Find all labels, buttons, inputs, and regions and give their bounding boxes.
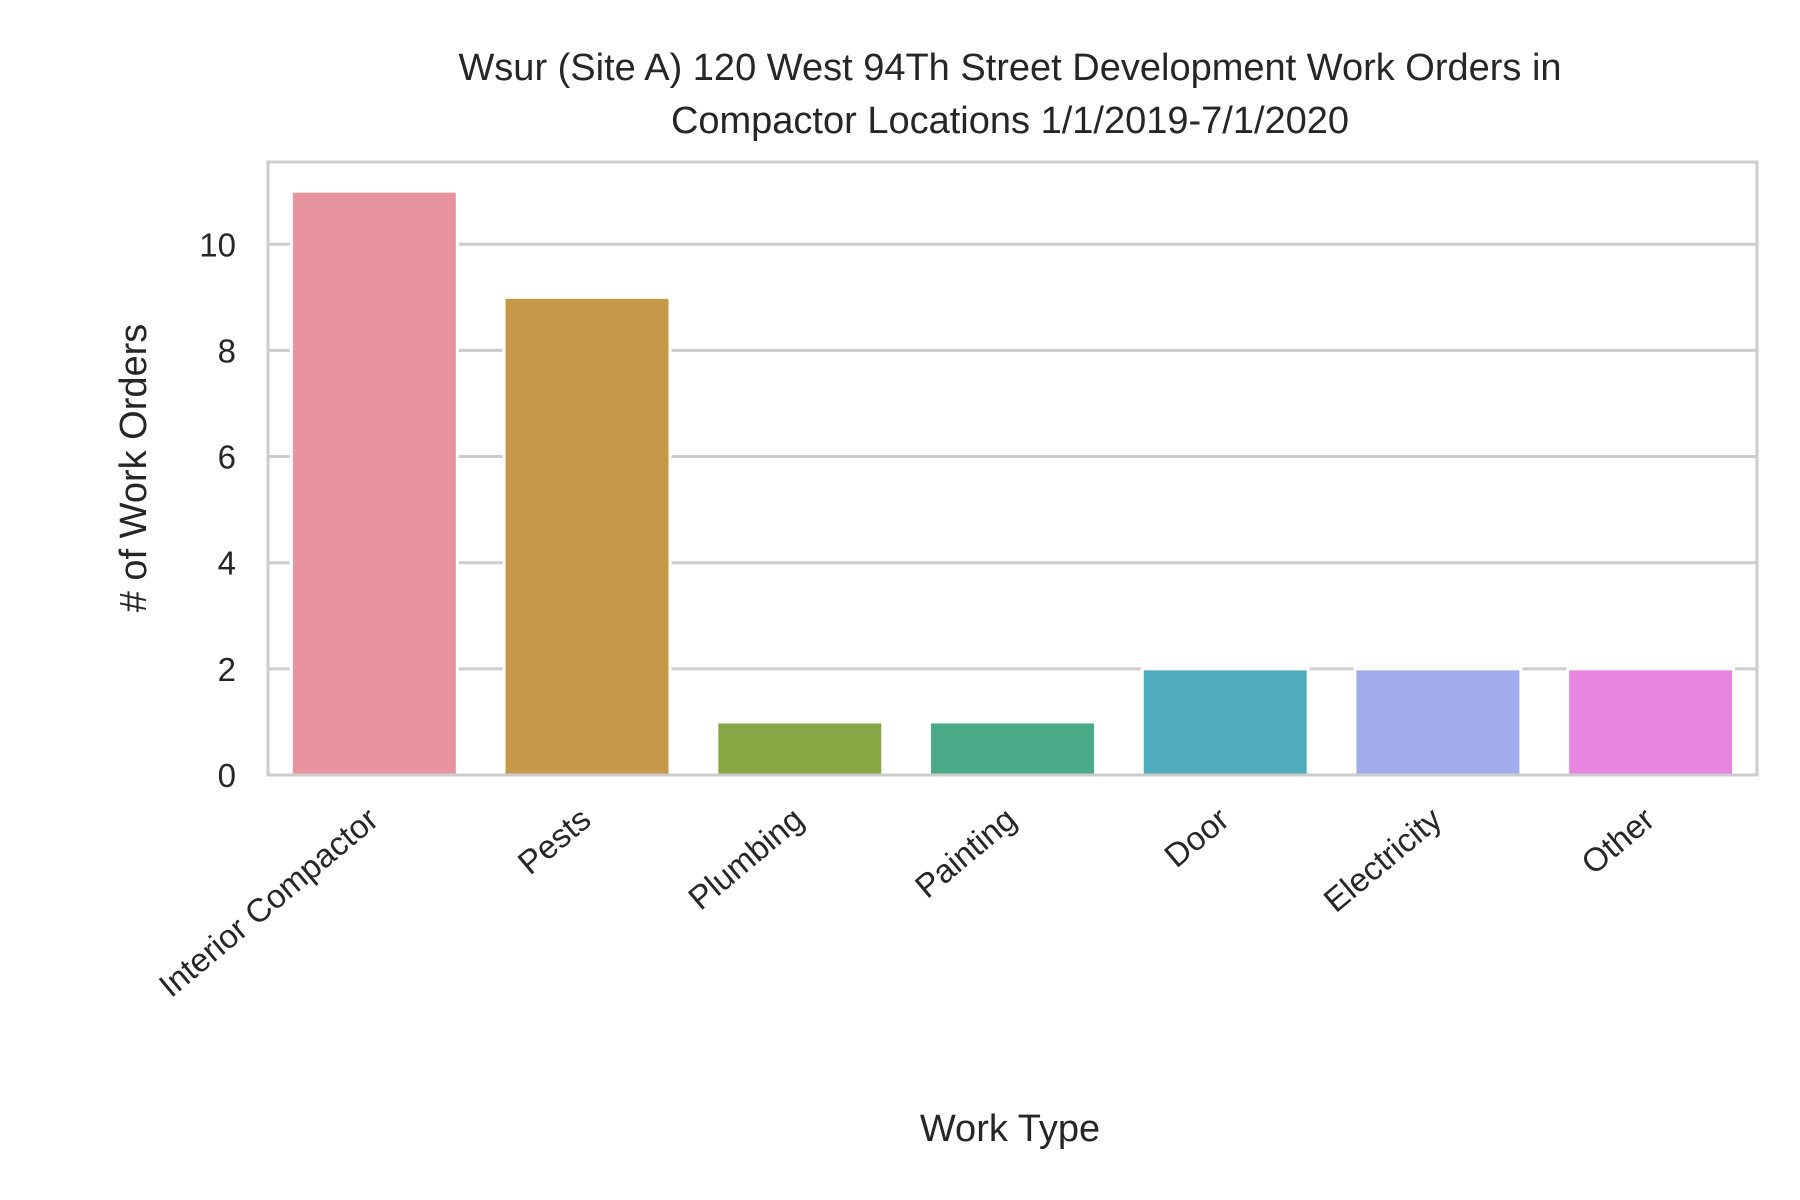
bar-plumbing <box>715 720 885 777</box>
y-tick-label: 4 <box>218 545 236 582</box>
bar-other <box>1566 667 1736 777</box>
x-axis-label: Work Type <box>920 1108 1100 1150</box>
y-tick-label: 0 <box>218 757 236 794</box>
bars <box>289 189 1736 777</box>
bar-interior-compactor <box>289 189 459 777</box>
bar-door <box>1140 667 1310 777</box>
y-tick-label: 2 <box>218 651 236 688</box>
y-tick-label: 10 <box>199 226 236 263</box>
y-axis-label: # of Work Orders <box>113 324 155 613</box>
plot-frame <box>266 160 1759 777</box>
y-tick-label: 6 <box>218 439 236 476</box>
chart-title-line-1: Wsur (Site A) 120 West 94Th Street Devel… <box>458 47 1561 89</box>
y-tick-label: 8 <box>218 332 236 369</box>
bar-electricity <box>1353 667 1523 777</box>
y-tick-labels: 0 2 4 6 8 10 <box>199 226 236 794</box>
bar-painting <box>928 720 1097 777</box>
chart-title-line-2: Compactor Locations 1/1/2019-7/1/2020 <box>671 100 1349 142</box>
bar-pests <box>502 295 672 777</box>
